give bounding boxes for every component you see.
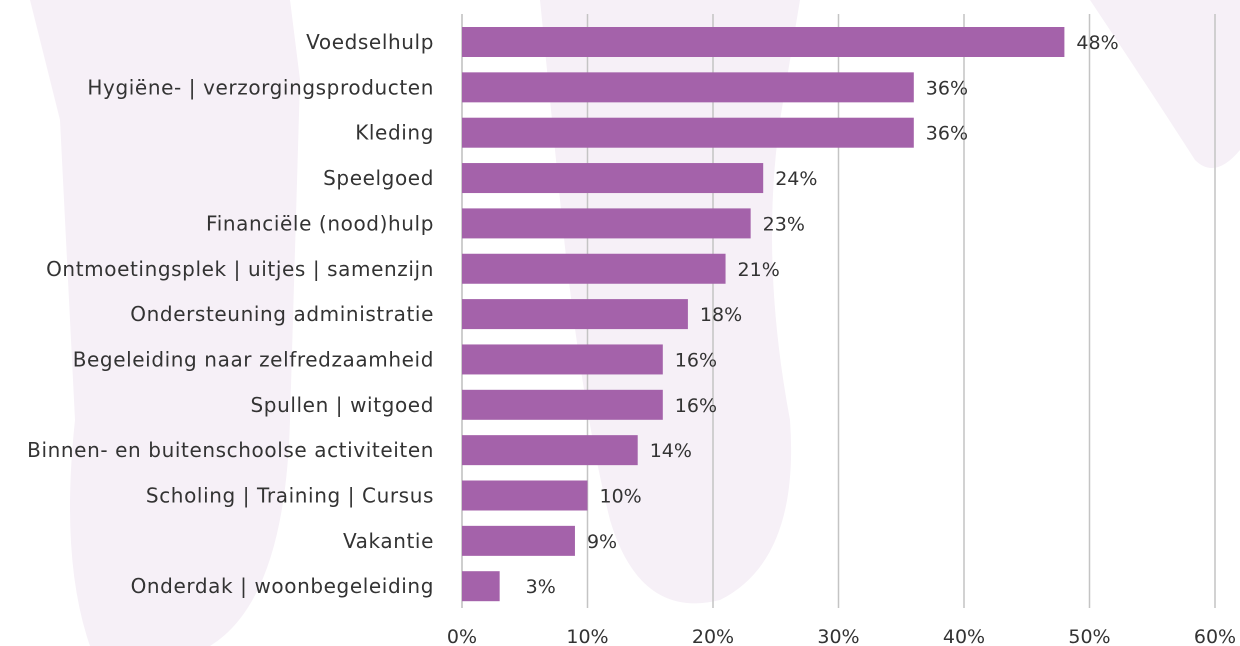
x-tick-label-10: 10% — [566, 626, 608, 646]
value-labels: 48% 36% 36% 24% 23% 21% 18% 16% 16% 14% 10% 9% 3% — [526, 32, 1119, 598]
bar-8 — [462, 389, 663, 420]
x-tick-label-40: 40% — [943, 626, 985, 646]
category-label-0: Voedselhulp — [306, 30, 434, 54]
value-label-3: 24% — [775, 168, 817, 190]
value-label-11: 9% — [587, 531, 617, 553]
value-label-5: 21% — [738, 259, 780, 281]
bar-11 — [462, 525, 575, 556]
category-label-7: Begeleiding naar zelfredzaamheid — [73, 347, 434, 371]
bar-2 — [462, 117, 914, 148]
category-label-2: Kleding — [355, 121, 434, 145]
category-label-1: Hygiëne- | verzorgingsproducten — [87, 75, 434, 99]
bar-7 — [462, 344, 663, 375]
bar-9 — [462, 435, 638, 466]
category-label-12: Onderdak | woonbegeleiding — [131, 574, 434, 598]
value-label-12: 3% — [526, 576, 556, 598]
value-label-10: 10% — [600, 486, 642, 508]
category-labels: Voedselhulp Hygiëne- | verzorgingsproduct… — [27, 30, 434, 598]
category-label-6: Ondersteuning administratie — [130, 302, 434, 326]
value-label-2: 36% — [926, 123, 968, 145]
bar-10 — [462, 480, 588, 511]
x-tick-label-20: 20% — [692, 626, 734, 646]
bar-5 — [462, 253, 726, 284]
bar-6 — [462, 299, 688, 330]
value-label-7: 16% — [675, 349, 717, 371]
value-label-1: 36% — [926, 77, 968, 99]
bars — [462, 27, 1065, 602]
category-label-9: Binnen- en buitenschoolse activiteiten — [27, 438, 434, 462]
value-label-6: 18% — [700, 304, 742, 326]
x-tick-label-60: 60% — [1194, 626, 1236, 646]
value-label-9: 14% — [650, 440, 692, 462]
value-label-4: 23% — [763, 213, 805, 235]
bar-0 — [462, 27, 1065, 57]
bar-4 — [462, 208, 751, 239]
x-tick-label-0: 0% — [447, 626, 477, 646]
category-label-3: Speelgoed — [323, 166, 434, 190]
x-axis-tick-labels: 0% 10% 20% 30% 40% 50% 60% — [447, 626, 1236, 646]
bar-3 — [462, 163, 764, 194]
category-label-10: Scholing | Training | Cursus — [146, 484, 434, 508]
category-label-11: Vakantie — [343, 529, 434, 553]
category-label-5: Ontmoetingsplek | uitjes | samenzijn — [46, 257, 434, 281]
x-tick-label-50: 50% — [1068, 626, 1110, 646]
x-tick-label-30: 30% — [817, 626, 859, 646]
bar-1 — [462, 72, 914, 103]
category-label-8: Spullen | witgoed — [250, 393, 434, 417]
value-label-0: 48% — [1076, 32, 1118, 54]
value-label-8: 16% — [675, 395, 717, 417]
category-label-4: Financiële (nood)hulp — [206, 211, 434, 235]
bar-12 — [462, 571, 500, 602]
